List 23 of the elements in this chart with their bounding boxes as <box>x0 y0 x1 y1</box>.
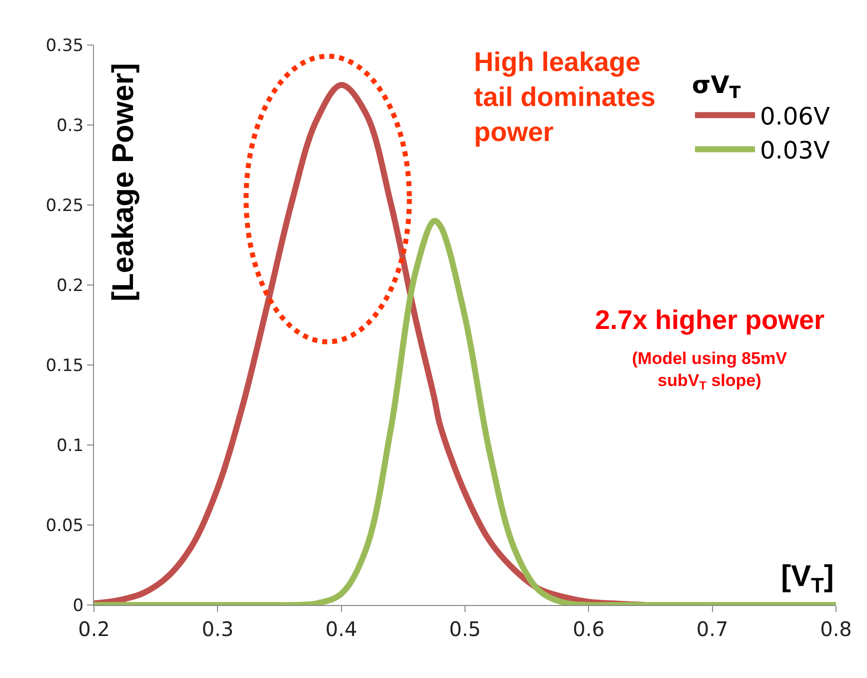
y-tick-label: 0.05 <box>46 516 84 536</box>
y-tick-label: 0 <box>72 596 84 616</box>
x-axis-title: [V$_{T}$] <box>781 560 834 598</box>
legend-label: 0.06V <box>760 102 830 130</box>
annotation: 2.7x higher power <box>595 305 826 335</box>
legend-label: 0.03V <box>760 136 830 165</box>
x-tick-label: 0.8 <box>820 617 852 641</box>
y-tick-label: 0.35 <box>46 36 84 56</box>
x-tick-label: 0.2 <box>78 617 110 641</box>
y-axis-title: [Leakage Power] <box>106 63 140 302</box>
y-tick-label: 0.2 <box>56 276 84 296</box>
y-tick-label: 0.25 <box>46 196 84 216</box>
y-tick-label: 0.15 <box>46 356 84 376</box>
annotation: (Model using 85mV subV$_{T}$ slope) <box>632 349 788 393</box>
annotation: High leakage tail dominates power <box>474 47 656 148</box>
x-tick-label: 0.3 <box>202 617 234 641</box>
x-tick-label: 0.7 <box>696 617 728 641</box>
y-tick-label: 0.1 <box>56 436 84 456</box>
x-tick-label: 0.6 <box>572 617 605 641</box>
y-tick-label: 0.3 <box>56 116 84 136</box>
x-tick-label: 0.5 <box>449 617 481 641</box>
legend-title: σV$_{T}$ <box>692 71 742 102</box>
x-tick-label: 0.4 <box>325 617 358 641</box>
